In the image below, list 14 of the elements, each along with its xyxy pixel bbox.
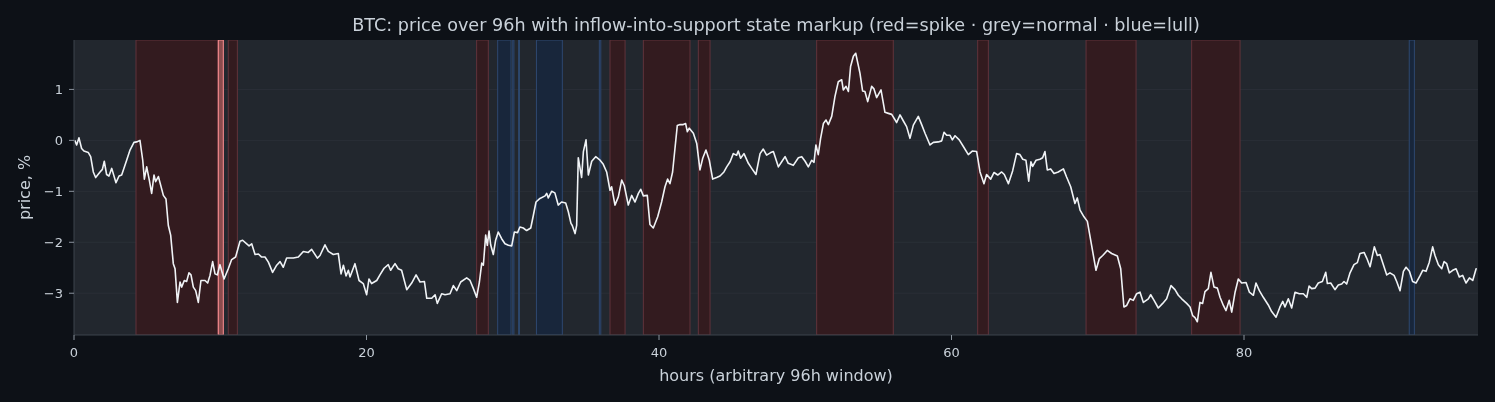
y-tick-label: −1 xyxy=(43,183,63,199)
y-tick-label: 1 xyxy=(54,82,63,98)
x-tick-label: 40 xyxy=(650,345,668,361)
y-axis-title: price, % xyxy=(14,154,34,221)
x-tick-label: 60 xyxy=(943,345,960,361)
x-axis-title: hours (arbitrary 96h window) xyxy=(659,365,893,385)
x-tick-label: 20 xyxy=(358,345,375,361)
y-tick-label: −3 xyxy=(43,285,63,301)
chart-title: BTC: price over 96h with inflow-into-support state markup (red=spike · grey=normal · blue=lull) xyxy=(351,14,1201,37)
x-tick-label: 0 xyxy=(69,345,79,361)
line-series xyxy=(74,52,1477,323)
y-tick-label: −2 xyxy=(43,234,63,250)
y-tick-label: 0 xyxy=(54,132,63,148)
x-tick-label: 80 xyxy=(1235,345,1253,361)
